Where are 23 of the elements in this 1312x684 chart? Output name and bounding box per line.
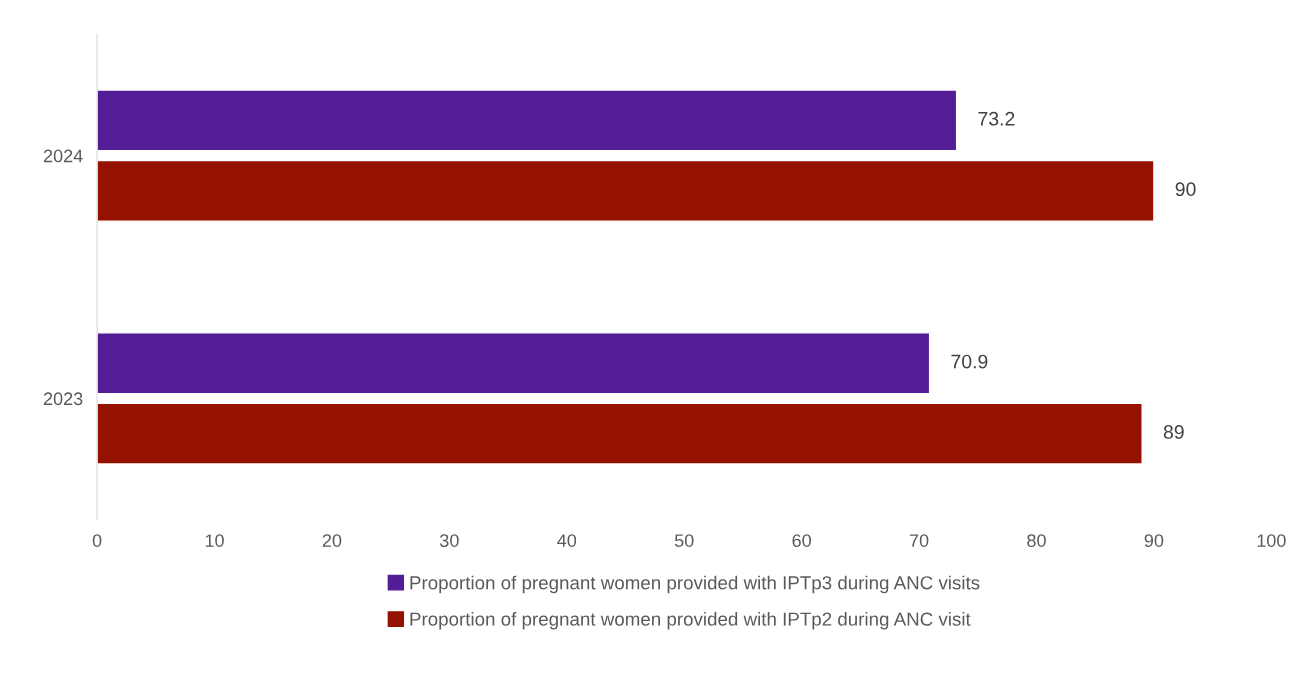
x-tick-label: 0 xyxy=(92,534,102,547)
data-label: 73.2 xyxy=(978,111,1015,126)
x-tick-label: 40 xyxy=(557,534,577,547)
data-label: 89 xyxy=(1163,425,1184,439)
x-tick-label: 20 xyxy=(322,534,342,547)
y-tick-label: 2023 xyxy=(43,392,83,406)
bar xyxy=(97,402,1143,465)
x-tick-label: 100 xyxy=(1257,534,1286,547)
x-tick-label: 90 xyxy=(1144,534,1164,547)
bar xyxy=(97,159,1155,222)
x-tick-label: 50 xyxy=(674,534,694,547)
bar xyxy=(97,332,931,395)
x-tick-label: 80 xyxy=(1027,534,1046,547)
data-label: 70.9 xyxy=(951,354,988,369)
x-tick-label: 10 xyxy=(205,534,224,547)
x-tick-label: 30 xyxy=(440,534,459,547)
legend-label: Proportion of pregnant women provided with IPTp2 during ANC visit xyxy=(410,611,971,630)
bar xyxy=(97,89,958,152)
y-tick-label: 2024 xyxy=(43,149,83,163)
legend-label: Proportion of pregnant women provided with IPTp3 during ANC visits xyxy=(410,575,980,594)
data-label: 90 xyxy=(1175,182,1196,197)
x-tick-label: 60 xyxy=(792,534,811,547)
x-tick-label: 70 xyxy=(909,534,929,547)
